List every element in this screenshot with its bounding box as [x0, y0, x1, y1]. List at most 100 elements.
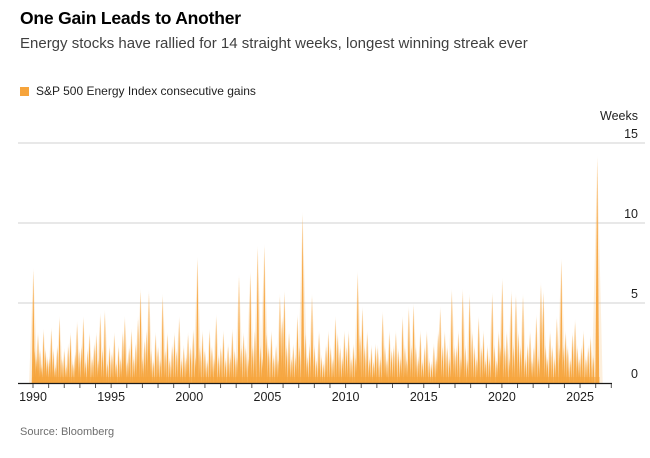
spike [559, 261, 563, 383]
spike [49, 330, 53, 383]
spike [253, 331, 257, 383]
spike [259, 347, 262, 383]
spike [310, 296, 314, 383]
spike [230, 331, 234, 383]
spike [573, 322, 577, 383]
spike [539, 285, 543, 383]
spike [163, 351, 167, 383]
spike [134, 344, 138, 383]
spike [31, 271, 35, 383]
spike [586, 347, 590, 383]
spike [84, 362, 87, 383]
x-axis-label: 2000 [175, 390, 204, 404]
spike [177, 319, 181, 383]
spike [127, 347, 131, 383]
spike [512, 347, 515, 383]
spike [248, 274, 252, 383]
spike [421, 362, 424, 383]
spike [528, 333, 532, 383]
spike [317, 333, 321, 383]
spike [108, 347, 111, 383]
spike [473, 347, 476, 383]
spike [592, 357, 595, 383]
spike [147, 293, 151, 383]
spike [63, 351, 66, 383]
spike [315, 360, 318, 383]
spike [180, 360, 183, 383]
spike [182, 347, 186, 383]
spike [419, 333, 422, 383]
spike [58, 319, 61, 383]
spike [463, 347, 467, 383]
spike [495, 360, 499, 383]
spike [136, 319, 140, 383]
x-axis-label: 2015 [409, 390, 438, 404]
spike [455, 347, 458, 383]
spike [206, 362, 209, 383]
x-axis-label: 1995 [97, 390, 126, 404]
spike [551, 347, 554, 383]
spike [313, 347, 316, 383]
spike [113, 335, 116, 383]
spike [517, 333, 520, 383]
spike [329, 347, 332, 383]
spike [81, 319, 85, 383]
spike [452, 347, 456, 383]
spike [292, 346, 295, 383]
spike [161, 296, 165, 383]
spike [242, 335, 245, 383]
spike [475, 359, 479, 383]
spike [555, 319, 559, 383]
spike [98, 315, 102, 383]
source-note: Source: Bloomberg [20, 426, 115, 438]
legend: S&P 500 Energy Index consecutive gains [20, 84, 256, 98]
spike [103, 312, 107, 383]
x-axis-label: 2005 [253, 390, 282, 404]
spike [336, 335, 340, 383]
spike [480, 347, 483, 383]
spike [90, 359, 94, 383]
spike [443, 333, 447, 383]
spike [595, 159, 600, 383]
spike [580, 347, 583, 383]
spike [445, 347, 449, 383]
spike [392, 347, 395, 383]
spike [546, 359, 549, 383]
spike [334, 319, 337, 383]
spike [505, 333, 509, 383]
x-axis-label: 2010 [331, 390, 360, 404]
spike [432, 346, 436, 383]
spike [365, 333, 369, 383]
x-axis-label: 2025 [566, 390, 594, 404]
spike [265, 335, 268, 383]
spike [519, 347, 522, 383]
spike [374, 346, 377, 383]
spike [298, 347, 301, 383]
chart-subtitle: Energy stocks have rallied for 14 straig… [20, 35, 528, 52]
spike [532, 347, 536, 383]
spike [229, 357, 232, 383]
spike [256, 248, 260, 383]
legend-label: S&P 500 Energy Index consecutive gains [36, 84, 256, 98]
spike [407, 309, 411, 383]
spike [149, 351, 153, 383]
spike [40, 367, 43, 383]
gridlines [18, 142, 645, 304]
spike [500, 280, 504, 383]
spike [48, 359, 51, 383]
spike [222, 333, 225, 383]
spike [347, 333, 351, 383]
spike [438, 309, 442, 383]
spike [526, 346, 529, 383]
spike [352, 346, 355, 383]
spike [262, 247, 266, 383]
spike [55, 347, 59, 383]
spike [349, 359, 353, 383]
spike [577, 359, 581, 383]
spike [123, 319, 127, 383]
spike [251, 347, 254, 383]
spike [341, 359, 344, 383]
spike [354, 357, 357, 383]
spike [569, 360, 572, 383]
